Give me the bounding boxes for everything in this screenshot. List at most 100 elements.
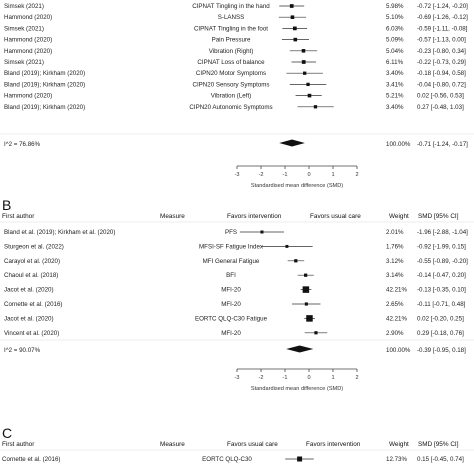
row-measure: MFI General Fatigue xyxy=(203,258,260,265)
row-measure: Vibration (Right) xyxy=(209,48,254,55)
effect-square xyxy=(302,286,310,293)
row-ci: -0.59 [-1.11, -0.08] xyxy=(417,25,468,32)
row-author: Jacot et al. (2020) xyxy=(4,287,54,294)
row-weight: 3.40% xyxy=(386,70,404,77)
row-author: Carayol et al. (2020) xyxy=(4,258,60,265)
row-ci: 0.02 [-0.56, 0.53] xyxy=(417,93,464,100)
row-author: Cornette et al. (2016) xyxy=(4,301,62,308)
row-measure: CIPN20 Motor Symptoms xyxy=(196,70,266,77)
row-author: Hammond (2020) xyxy=(4,93,52,100)
panel-c-letter: C xyxy=(2,425,12,441)
row-author: Simsek (2021) xyxy=(4,59,44,66)
row-ci: -1.96 [-2.88, -1.04] xyxy=(417,229,468,236)
panel-b-letter: B xyxy=(2,197,11,213)
effect-square xyxy=(292,26,297,31)
row-author: Simsek (2021) xyxy=(4,3,44,10)
panel-b: B First author Measure Favors interventi… xyxy=(0,197,474,392)
row-measure: EORTC QLQ-C30 xyxy=(202,456,252,463)
row-author: Hammond (2020) xyxy=(4,14,52,21)
row-weight: 5.04% xyxy=(386,48,404,55)
effect-square xyxy=(313,105,318,109)
effect-square xyxy=(260,230,264,234)
row-measure: PFS xyxy=(225,229,237,236)
row-weight: 5.21% xyxy=(386,93,404,100)
row-weight: 5.10% xyxy=(386,14,404,21)
row-author: Bland et al. (2019); Kirkham et al. (202… xyxy=(4,229,115,236)
row-ci: -0.18 [-0.94, 0.58] xyxy=(417,70,466,77)
panel-b-header-author: First author xyxy=(2,213,35,220)
x-tick-label: 2 xyxy=(355,375,358,381)
panel-a-x-axis-label: Standardised mean difference (SMD) xyxy=(251,183,343,189)
row-author: Chaoul et al. (2018) xyxy=(4,272,58,279)
effect-square xyxy=(285,244,289,248)
row-ci: -0.55 [-0.89, -0.20] xyxy=(417,258,468,265)
panel-c-header-author: First author xyxy=(2,441,35,448)
effect-square xyxy=(289,4,294,8)
effect-square xyxy=(297,456,303,462)
row-ci: -0.13 [-0.35, 0.10] xyxy=(417,287,466,294)
row-author: Jacot et al. (2020) xyxy=(4,315,54,322)
row-ci: 0.15 [-0.45, 0.74] xyxy=(417,456,464,463)
row-weight: 2.90% xyxy=(386,330,404,337)
row-ci: -0.69 [-1.26, -0.12] xyxy=(417,14,468,21)
row-weight: 2.65% xyxy=(386,301,404,308)
panel-c-header-weight: Weight xyxy=(389,441,409,448)
panel-b-overall-weight: 100.00% xyxy=(386,347,411,354)
row-ci: -0.57 [-1.13, 0.00] xyxy=(417,37,466,44)
row-weight: 3.12% xyxy=(386,258,404,265)
row-measure: MFI-20 xyxy=(221,301,241,308)
panel-b-header-measure: Measure xyxy=(160,213,185,220)
x-tick-label: 1 xyxy=(331,375,334,381)
row-ci: -0.04 [-0.80, 0.72] xyxy=(417,81,466,88)
row-measure: Vibration (Left) xyxy=(211,93,251,100)
x-tick-label: -2 xyxy=(259,375,264,381)
row-measure: MFI-20 xyxy=(221,287,241,294)
row-weight: 3.14% xyxy=(386,272,404,279)
x-tick-label: 1 xyxy=(331,172,334,178)
row-measure: CIPNAT Tingling in the foot xyxy=(194,25,268,32)
panel-a-overall-ci: -0.71 [-1.24, -0.17] xyxy=(417,141,468,148)
panel-c-header-measure: Measure xyxy=(160,441,185,448)
effect-square xyxy=(301,60,306,64)
effect-square xyxy=(306,82,310,87)
panel-a-overall-weight: 100.00% xyxy=(386,141,411,148)
row-weight: 5.09% xyxy=(386,37,404,44)
row-measure: MFSI-SF Fatigue Index xyxy=(199,243,264,250)
panel-b-heterogeneity: I^2 = 90.07% xyxy=(4,347,41,354)
x-tick-label: 0 xyxy=(307,375,310,381)
panel-c-header-right: Favors intervention xyxy=(306,441,361,448)
row-measure: CIPN20 Sensory Symptoms xyxy=(192,81,269,88)
panel-b-header-weight: Weight xyxy=(389,213,409,220)
effect-square xyxy=(303,71,307,75)
effect-square xyxy=(301,49,306,53)
row-weight: 1.76% xyxy=(386,243,404,250)
x-tick-label: -3 xyxy=(235,375,240,381)
effect-square xyxy=(306,315,313,322)
row-weight: 2.01% xyxy=(386,229,404,236)
row-measure: CIPN20 Autonomic Symptoms xyxy=(189,104,272,111)
panel-b-overall-ci: -0.39 [-0.95, 0.18] xyxy=(417,347,466,354)
row-measure: BFI xyxy=(226,272,236,279)
row-measure: MFI-20 xyxy=(221,330,241,337)
row-weight: 6.03% xyxy=(386,25,404,32)
row-ci: 0.29 [-0.18, 0.76] xyxy=(417,330,464,337)
row-ci: 0.27 [-0.48, 1.03] xyxy=(417,104,464,111)
row-measure: EORTC QLQ-C30 Fatigue xyxy=(195,315,268,322)
row-weight: 42.21% xyxy=(386,315,407,322)
row-author: Sturgeon et al. (2022) xyxy=(4,243,64,250)
effect-square xyxy=(294,259,298,263)
panel-b-overall-diamond xyxy=(286,345,314,353)
x-tick-label: -1 xyxy=(283,172,288,178)
row-ci: -0.92 [-1.99, 0.15] xyxy=(417,243,466,250)
row-ci: -0.72 [-1.24, -0.20] xyxy=(417,3,468,10)
row-weight: 5.98% xyxy=(386,3,404,10)
row-measure: Pain Pressure xyxy=(212,37,251,44)
effect-square xyxy=(304,302,308,306)
row-measure: S-LANSS xyxy=(218,14,244,21)
row-weight: 12.73% xyxy=(386,456,407,463)
effect-square xyxy=(307,93,312,98)
row-author: Vincent et al. (2020) xyxy=(4,330,59,337)
row-author: Hammond (2020) xyxy=(4,37,52,44)
x-tick-label: 2 xyxy=(355,172,358,178)
